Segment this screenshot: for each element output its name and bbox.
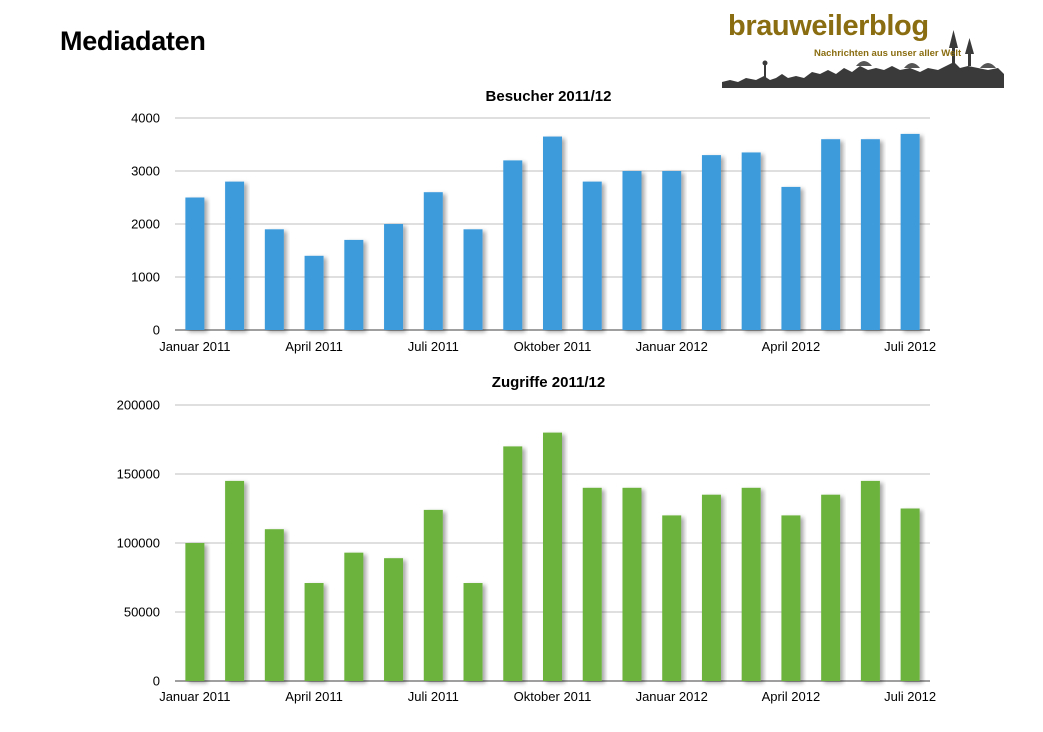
bar <box>264 229 284 330</box>
y-axis-ticks: 0 1000 2000 3000 4000 <box>131 111 160 338</box>
bar <box>423 509 443 681</box>
x-tick-label: Oktober 2011 <box>514 339 592 354</box>
page-title: Mediadaten <box>60 26 206 56</box>
y-tick-label: 2000 <box>131 217 160 232</box>
bar <box>423 192 443 330</box>
hits-chart: Zugriffe 2011/12 0 50000 100000 150000 20000… <box>117 374 937 704</box>
bars <box>185 133 920 330</box>
bar <box>384 558 404 681</box>
x-tick-label: Juli 2012 <box>884 689 936 704</box>
x-tick-label: Januar 2011 <box>159 689 230 704</box>
logo-wordmark: brauweilerblog <box>728 10 929 42</box>
bar <box>185 543 205 681</box>
bar <box>503 160 523 330</box>
x-tick-label: Oktober 2011 <box>514 689 592 704</box>
visitors-chart: Besucher 2011/12 0 1000 2000 3000 4000 Janua… <box>131 88 936 354</box>
bar <box>225 181 245 330</box>
bar <box>185 197 205 330</box>
bar <box>662 171 682 330</box>
bar <box>503 446 523 681</box>
x-tick-label: April 2012 <box>762 339 821 354</box>
y-tick-label: 150000 <box>117 467 160 482</box>
bar <box>344 239 364 330</box>
x-tick-label: Januar 2012 <box>636 689 708 704</box>
y-tick-label: 0 <box>153 323 160 338</box>
bar <box>304 583 324 681</box>
bar <box>384 224 404 330</box>
chart-title: Besucher 2011/12 <box>486 88 612 105</box>
skyline-graphic <box>722 30 1004 88</box>
bar <box>860 480 880 681</box>
y-tick-label: 200000 <box>117 398 160 413</box>
x-axis-ticks: Januar 2011 April 2011 Juli 2011 Oktober 20… <box>159 339 936 354</box>
bar <box>701 155 721 330</box>
bar <box>463 583 483 681</box>
bar <box>701 494 721 681</box>
bar <box>741 152 761 330</box>
x-tick-label: April 2011 <box>285 339 343 354</box>
x-tick-label: Januar 2011 <box>159 339 230 354</box>
bar <box>900 508 920 681</box>
y-tick-label: 3000 <box>131 164 160 179</box>
x-tick-label: Januar 2012 <box>636 339 708 354</box>
x-tick-label: Juli 2011 <box>408 339 459 354</box>
bar <box>344 552 364 681</box>
bar <box>622 487 642 681</box>
bar <box>821 139 841 330</box>
bar <box>543 136 562 330</box>
y-tick-label: 4000 <box>131 111 160 126</box>
y-tick-label: 50000 <box>124 605 160 620</box>
bar <box>900 133 920 330</box>
y-tick-label: 1000 <box>131 270 160 285</box>
bar <box>463 229 483 330</box>
bar <box>225 480 245 681</box>
bar <box>781 186 801 330</box>
bars <box>185 432 920 681</box>
bar <box>741 487 761 681</box>
bar <box>582 487 602 681</box>
x-tick-label: Juli 2012 <box>884 339 936 354</box>
y-tick-label: 100000 <box>117 536 160 551</box>
x-axis-ticks: Januar 2011 April 2011 Juli 2011 Oktober 20… <box>159 689 936 704</box>
x-tick-label: Juli 2011 <box>408 689 459 704</box>
y-tick-label: 0 <box>153 674 160 689</box>
x-tick-label: April 2012 <box>762 689 821 704</box>
x-tick-label: April 2011 <box>285 689 343 704</box>
bar <box>304 255 324 330</box>
bar <box>860 139 880 330</box>
bar <box>582 181 602 330</box>
chart-title: Zugriffe 2011/12 <box>492 374 605 391</box>
bar <box>781 515 801 681</box>
bar <box>821 494 841 681</box>
bar <box>622 171 642 330</box>
logo-tagline: Nachrichten aus unser aller Welt <box>814 48 962 59</box>
bar <box>264 529 284 681</box>
brand-logo: brauweilerblog Nachrichten aus unser all… <box>716 8 1006 92</box>
y-axis-ticks: 0 50000 100000 150000 200000 <box>117 398 160 689</box>
bar <box>662 515 682 681</box>
bar <box>543 432 562 681</box>
